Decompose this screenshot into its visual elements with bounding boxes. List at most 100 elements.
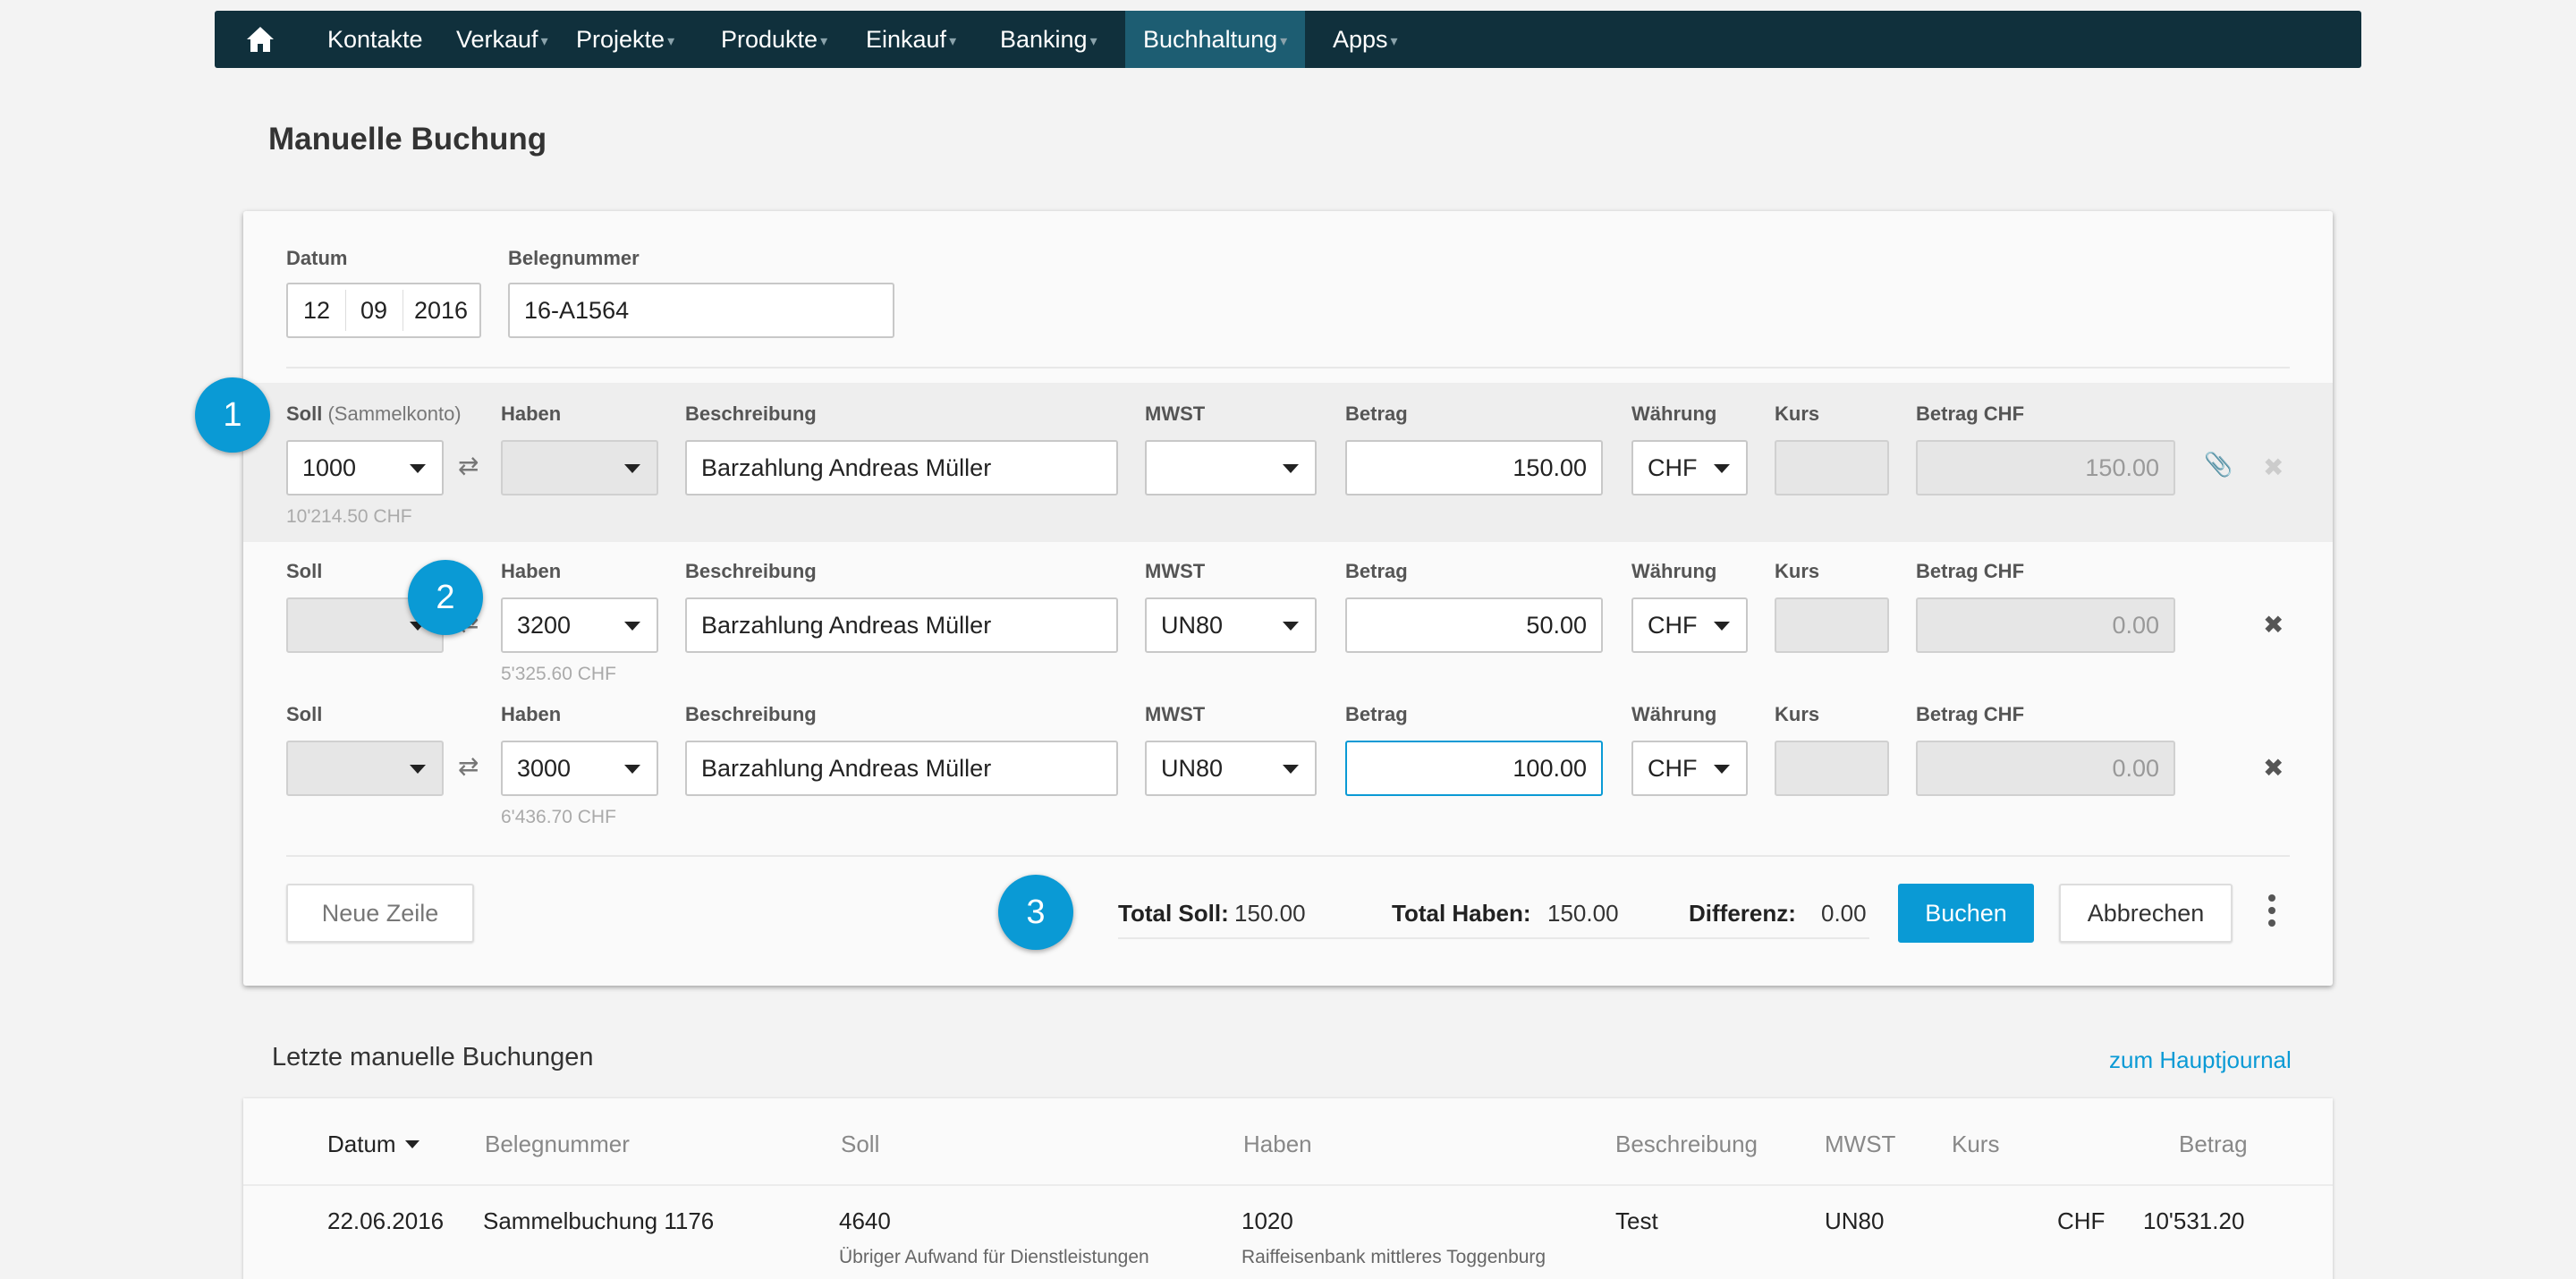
total-soll-value: 150.00 (1234, 900, 1306, 927)
betrag-chf-label: Betrag CHF (1916, 560, 2025, 582)
haben-select[interactable] (501, 440, 658, 496)
manual-booking-form: Datum 12 09 2016 Belegnummer 16-A1564 So… (243, 211, 2333, 986)
mwst-label: MWST (1145, 402, 1206, 425)
kurs-label: Kurs (1775, 560, 1820, 582)
swap-arrows-icon[interactable]: ⇄ (458, 452, 479, 479)
step-badge-3: 3 (998, 875, 1073, 950)
cell-datum: 22.06.2016 (327, 1207, 445, 1234)
waehrung-select[interactable]: CHF (1631, 440, 1748, 496)
chevron-down-icon (624, 622, 640, 631)
recent-bookings-title: Letzte manuelle Buchungen (272, 1043, 594, 1071)
mwst-select[interactable]: UN80 (1145, 597, 1317, 653)
date-year[interactable]: 2016 (413, 297, 469, 324)
nav-item-produkte[interactable]: Produkte ▾ (721, 26, 828, 53)
paperclip-icon[interactable]: 📎 (2204, 451, 2233, 478)
nav-item-buchhaltung[interactable]: Buchhaltung ▾ (1125, 11, 1306, 68)
beschreibung-label: Beschreibung (685, 402, 817, 425)
soll-label: Soll (286, 560, 323, 582)
col-header-haben[interactable]: Haben (1243, 1131, 1312, 1157)
betrag-input[interactable]: 150.00 (1345, 440, 1603, 496)
nav-item-projekte[interactable]: Projekte ▾ (576, 26, 675, 53)
betrag-chf-input: 0.00 (1916, 597, 2175, 653)
date-day[interactable]: 12 (302, 297, 331, 324)
kurs-input (1775, 597, 1889, 653)
haben-label: Haben (501, 402, 562, 425)
nav-item-kontakte[interactable]: Kontakte (327, 26, 423, 53)
cell-currency: CHF (2057, 1207, 2106, 1234)
kurs-label: Kurs (1775, 703, 1820, 725)
haben-select[interactable]: 3200 (501, 597, 658, 653)
beschreibung-label: Beschreibung (685, 703, 817, 725)
swap-arrows-icon[interactable]: ⇄ (458, 752, 479, 780)
close-icon[interactable]: ✖ (2263, 754, 2284, 782)
betrag-chf-input: 150.00 (1916, 440, 2175, 496)
beschreibung-label: Beschreibung (685, 560, 817, 582)
betrag-label: Betrag (1345, 402, 1408, 425)
haben-select[interactable]: 3000 (501, 741, 658, 796)
date-month[interactable]: 09 (360, 297, 388, 324)
mwst-label: MWST (1145, 703, 1206, 725)
soll-balance: 10'214.50 CHF (286, 506, 412, 527)
soll-select[interactable] (286, 741, 444, 796)
close-icon[interactable]: ✖ (2263, 611, 2284, 639)
haben-balance: 5'325.60 CHF (501, 664, 616, 684)
total-soll-label: Total Soll: (1118, 900, 1229, 927)
betrag-chf-input: 0.00 (1916, 741, 2175, 796)
cell-betrag: 10'531.20 (2143, 1207, 2245, 1234)
difference-label: Differenz: (1689, 900, 1796, 927)
total-haben-label: Total Haben: (1392, 900, 1531, 927)
more-vertical-icon[interactable] (2268, 894, 2275, 932)
chevron-down-icon (1283, 622, 1299, 631)
betrag-input[interactable]: 50.00 (1345, 597, 1603, 653)
waehrung-select[interactable]: CHF (1631, 597, 1748, 653)
chevron-down-icon: ▾ (949, 34, 957, 49)
beschreibung-input[interactable]: Barzahlung Andreas Müller (685, 597, 1118, 653)
step-badge-1: 1 (195, 377, 270, 453)
doc-number-label: Belegnummer (508, 247, 640, 269)
kurs-input (1775, 440, 1889, 496)
col-header-beschreibung[interactable]: Beschreibung (1615, 1131, 1758, 1157)
col-header-mwst[interactable]: MWST (1825, 1131, 1896, 1157)
mwst-select[interactable]: UN80 (1145, 741, 1317, 796)
page-title: Manuelle Buchung (268, 122, 547, 157)
cell-haben-name: Raiffeisenbank mittleres Toggenburg (1241, 1247, 1546, 1267)
col-header-betrag[interactable]: Betrag (2179, 1131, 2248, 1157)
waehrung-select[interactable]: CHF (1631, 741, 1748, 796)
chevron-down-icon (410, 622, 426, 631)
col-header-soll[interactable]: Soll (841, 1131, 880, 1157)
col-header-kurs[interactable]: Kurs (1952, 1131, 2000, 1157)
chevron-down-icon: ▾ (667, 34, 675, 49)
top-navigation: Kontakte Verkauf ▾ Projekte ▾ Produkte ▾ Ei… (215, 11, 2361, 68)
soll-label: Soll (286, 703, 323, 725)
betrag-label: Betrag (1345, 560, 1408, 582)
home-icon[interactable] (245, 25, 275, 54)
sort-down-icon (404, 1140, 419, 1148)
col-header-datum[interactable]: Datum (327, 1131, 419, 1158)
book-button[interactable]: Buchen (1898, 884, 2034, 943)
chevron-down-icon: ▾ (540, 34, 548, 49)
beschreibung-input[interactable]: Barzahlung Andreas Müller (685, 440, 1118, 496)
cancel-button[interactable]: Abbrechen (2059, 884, 2233, 943)
col-header-belegnummer[interactable]: Belegnummer (485, 1131, 630, 1157)
divider (286, 855, 2290, 857)
haben-label: Haben (501, 703, 562, 725)
main-journal-link[interactable]: zum Hauptjournal (2109, 1046, 2292, 1073)
beschreibung-input[interactable]: Barzahlung Andreas Müller (685, 741, 1118, 796)
nav-item-banking[interactable]: Banking ▾ (1000, 26, 1097, 53)
chevron-down-icon: ▾ (1390, 34, 1398, 49)
chevron-down-icon: ▾ (1280, 34, 1288, 49)
nav-item-apps[interactable]: Apps ▾ (1333, 26, 1398, 53)
haben-label: Haben (501, 560, 562, 582)
date-field[interactable]: 12 09 2016 (286, 283, 481, 338)
nav-item-verkauf[interactable]: Verkauf ▾ (456, 26, 548, 53)
chevron-down-icon (1714, 765, 1730, 774)
recent-bookings-table: Datum Belegnummer Soll Haben Beschreibun… (243, 1098, 2333, 1279)
soll-label: Soll (Sammelkonto) (286, 402, 462, 425)
doc-number-input[interactable]: 16-A1564 (508, 283, 894, 338)
new-row-button[interactable]: Neue Zeile (286, 884, 474, 943)
mwst-select[interactable] (1145, 440, 1317, 496)
betrag-input[interactable]: 100.00 (1345, 741, 1603, 796)
soll-select[interactable]: 1000 (286, 440, 444, 496)
difference-value: 0.00 (1821, 900, 1867, 927)
nav-item-einkauf[interactable]: Einkauf ▾ (866, 26, 957, 53)
